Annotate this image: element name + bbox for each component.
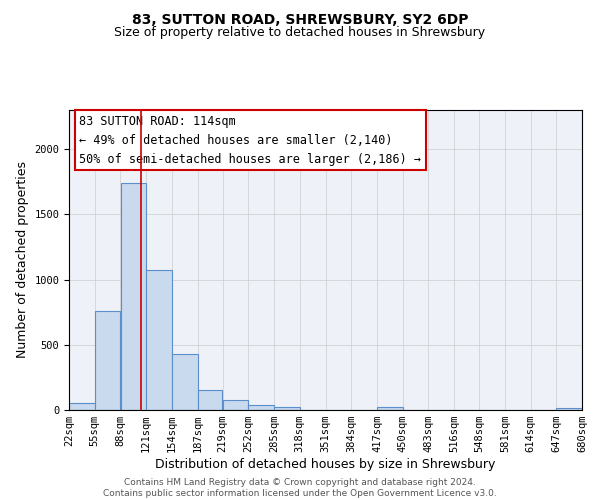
Bar xyxy=(274,406,299,410)
Bar xyxy=(172,354,197,410)
Bar xyxy=(69,403,95,410)
Bar xyxy=(223,400,248,410)
Bar xyxy=(121,183,146,410)
Bar xyxy=(556,408,582,410)
Bar xyxy=(95,311,121,410)
Text: 83 SUTTON ROAD: 114sqm
← 49% of detached houses are smaller (2,140)
50% of semi-: 83 SUTTON ROAD: 114sqm ← 49% of detached… xyxy=(79,114,421,166)
Bar xyxy=(198,390,223,410)
Text: Size of property relative to detached houses in Shrewsbury: Size of property relative to detached ho… xyxy=(115,26,485,39)
Bar xyxy=(248,405,274,410)
Y-axis label: Number of detached properties: Number of detached properties xyxy=(16,162,29,358)
Text: 83, SUTTON ROAD, SHREWSBURY, SY2 6DP: 83, SUTTON ROAD, SHREWSBURY, SY2 6DP xyxy=(132,12,468,26)
X-axis label: Distribution of detached houses by size in Shrewsbury: Distribution of detached houses by size … xyxy=(155,458,496,471)
Bar xyxy=(146,270,172,410)
Text: Contains HM Land Registry data © Crown copyright and database right 2024.
Contai: Contains HM Land Registry data © Crown c… xyxy=(103,478,497,498)
Bar xyxy=(377,408,403,410)
